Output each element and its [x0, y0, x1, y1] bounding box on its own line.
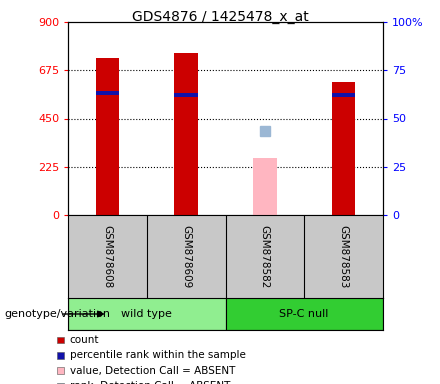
Text: GSM878583: GSM878583 [338, 225, 348, 288]
Bar [174, 53, 198, 215]
Text: genotype/variation: genotype/variation [4, 309, 110, 319]
Text: count: count [70, 335, 99, 345]
Text: GSM878608: GSM878608 [103, 225, 113, 288]
Bar [68, 298, 226, 330]
Bar [174, 93, 198, 97]
Text: value, Detection Call = ABSENT: value, Detection Call = ABSENT [70, 366, 235, 376]
Text: GSM878582: GSM878582 [260, 225, 270, 288]
Bar [96, 91, 119, 95]
Text: percentile rank within the sample: percentile rank within the sample [70, 350, 246, 360]
Bar [253, 158, 277, 215]
Text: wild type: wild type [121, 309, 172, 319]
Bar [332, 82, 355, 215]
Text: GDS4876 / 1425478_x_at: GDS4876 / 1425478_x_at [132, 10, 308, 23]
Bar [96, 58, 119, 215]
Text: GSM878609: GSM878609 [181, 225, 191, 288]
Text: rank, Detection Call = ABSENT: rank, Detection Call = ABSENT [70, 381, 230, 384]
Bar [226, 298, 383, 330]
Text: SP-C null: SP-C null [279, 309, 329, 319]
Bar [332, 93, 355, 97]
